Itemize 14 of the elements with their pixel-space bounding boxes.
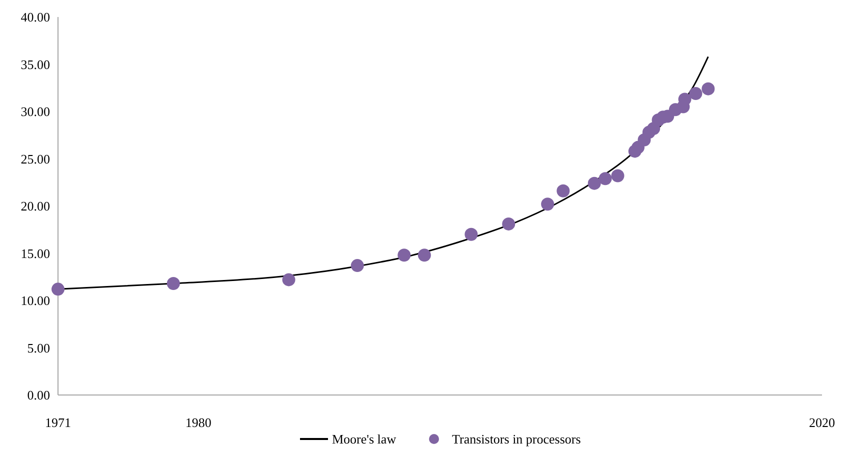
y-tick-label: 25.00 xyxy=(20,151,50,166)
y-tick-label: 10.00 xyxy=(20,293,50,308)
y-tick-label: 0.00 xyxy=(27,388,50,403)
legend-label: Transistors in processors xyxy=(452,432,581,447)
legend-label: Moore's law xyxy=(332,432,397,447)
y-tick-label: 20.00 xyxy=(20,198,50,214)
y-tick-label: 30.00 xyxy=(20,104,50,120)
y-tick-label: 35.00 xyxy=(20,56,50,72)
y-tick-label: 40.00 xyxy=(20,10,50,25)
x-tick-label: 2020 xyxy=(809,415,835,430)
x-tick-label: 1971 xyxy=(45,415,71,430)
y-tick-label: 5.00 xyxy=(27,340,50,356)
x-tick-label: 1980 xyxy=(185,415,212,430)
y-tick-label: 15.00 xyxy=(20,246,50,261)
